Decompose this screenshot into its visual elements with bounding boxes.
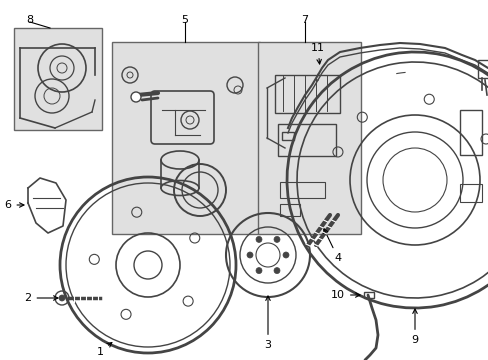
Text: 4: 4	[323, 229, 341, 263]
Circle shape	[273, 267, 280, 274]
Bar	[274, 75, 339, 113]
Text: 10: 10	[330, 290, 359, 300]
Circle shape	[283, 252, 288, 258]
Bar	[258, 42, 360, 234]
Circle shape	[256, 267, 262, 274]
Text: 2: 2	[24, 293, 58, 303]
Bar	[14, 28, 102, 130]
Text: 1: 1	[96, 342, 112, 357]
Text: 9: 9	[410, 309, 418, 345]
Bar	[280, 182, 325, 198]
Text: 7: 7	[301, 15, 308, 25]
Bar	[477, 60, 488, 78]
Bar	[280, 204, 299, 216]
Text: 8: 8	[26, 15, 34, 25]
Circle shape	[273, 237, 280, 242]
Text: 6: 6	[4, 200, 24, 210]
Circle shape	[256, 237, 262, 242]
Text: 5: 5	[181, 15, 188, 25]
Bar	[363, 292, 373, 298]
Bar	[282, 132, 293, 140]
Bar	[112, 42, 260, 234]
Text: 3: 3	[264, 296, 271, 350]
Bar	[459, 184, 481, 202]
Circle shape	[59, 295, 65, 301]
Bar	[459, 110, 481, 155]
Circle shape	[246, 252, 252, 258]
Text: 11: 11	[310, 43, 325, 64]
Bar	[278, 124, 335, 156]
Circle shape	[131, 92, 141, 102]
